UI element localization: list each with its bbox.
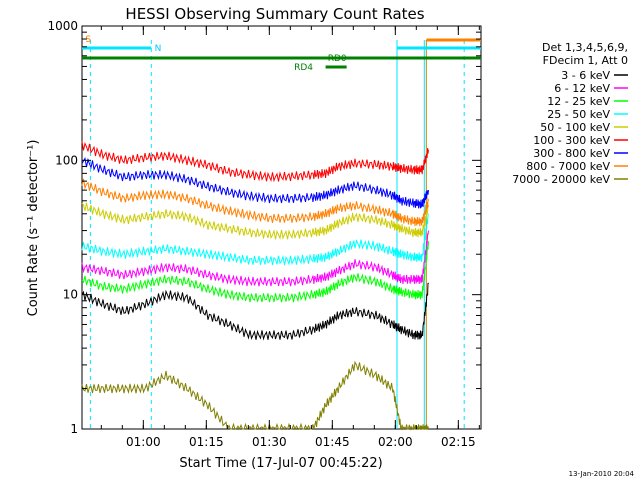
x-tick-label: 01:00: [126, 435, 161, 449]
saa-flag-label: S: [85, 35, 91, 45]
y-tick-label: 100: [55, 153, 78, 167]
legend-label: 300 - 800 keV: [533, 147, 610, 160]
chart-title: HESSI Observing Summary Count Rates: [125, 5, 424, 23]
legend-label: 100 - 300 keV: [533, 134, 610, 147]
rd4-flag-label: RD4: [294, 63, 313, 73]
legend-label: 6 - 12 keV: [554, 82, 610, 95]
legend-label: 25 - 50 keV: [547, 108, 610, 121]
rd0-flag-label: RD0: [328, 54, 347, 64]
x-tick-label: 02:15: [441, 435, 476, 449]
series-line-800-7000-keV: [81, 178, 429, 227]
series-line-3-6-keV: [81, 282, 429, 341]
legend-header-line-1: Det 1,3,4,5,6,9,: [541, 41, 628, 54]
plot-frame: [81, 25, 482, 430]
night-flag-label: N: [155, 44, 162, 54]
x-tick-label: 02:00: [378, 435, 413, 449]
series-line-25-50-keV: [81, 213, 429, 266]
x-tick-label: 01:15: [189, 435, 224, 449]
timestamp-footer: 13-Jan-2010 20:04: [568, 470, 634, 478]
series-line-6-12-keV: [81, 230, 429, 287]
legend-label: 800 - 7000 keV: [526, 160, 610, 173]
series-line-7000-20000-keV: [81, 360, 429, 431]
x-tick-label: 01:30: [252, 435, 287, 449]
series-line-100-300-keV: [81, 141, 429, 183]
y-tick-label: 1000: [47, 19, 78, 33]
plot-layer: S N RD0 RD4: [81, 35, 481, 431]
legend-label: 7000 - 20000 keV: [512, 173, 610, 186]
legend-label: 12 - 25 keV: [547, 95, 610, 108]
series-line-50-100-keV: [81, 202, 429, 240]
x-tick-label: 01:45: [315, 435, 350, 449]
y-tick-label: 10: [63, 288, 78, 302]
x-axis-label: Start Time (17-Jul-07 00:45:22): [179, 456, 382, 471]
y-axis-label: Count Rate (s⁻¹ detector⁻¹): [26, 140, 41, 317]
legend-header-line-2: FDecim 1, Att 0: [542, 54, 628, 67]
y-tick-label: 1: [70, 422, 78, 436]
series-line-300-800-keV: [81, 156, 429, 209]
legend-label: 3 - 6 keV: [561, 69, 610, 82]
series-line-12-25-keV: [81, 241, 429, 303]
legend-label: 50 - 100 keV: [540, 121, 610, 134]
axis-ticks: 1 10 100 1000 01:00 01:15 01:30 01:45 02:00 02:15: [47, 19, 481, 449]
